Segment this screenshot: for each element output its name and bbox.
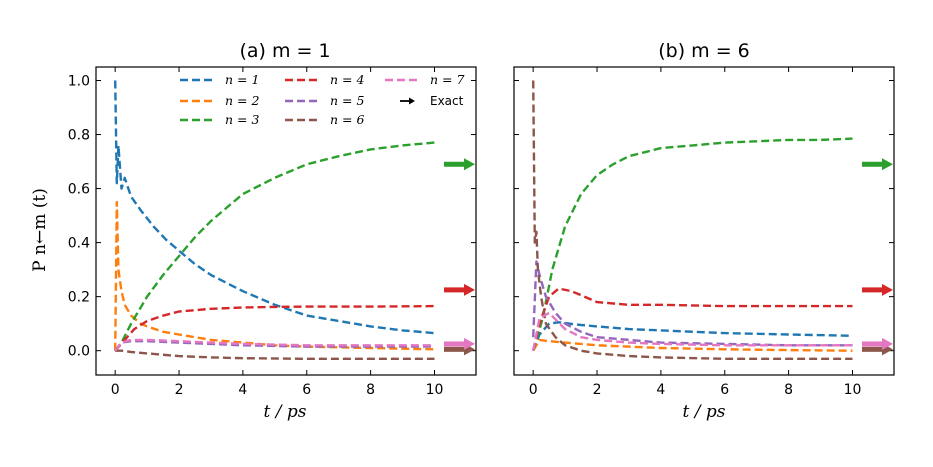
panel-b: 0 2 4 6 8 10 bbox=[513, 66, 895, 398]
exact-arrow-shaft bbox=[444, 287, 464, 293]
legend-swatch-exact-head bbox=[409, 97, 415, 105]
x-tick-label: 0 bbox=[111, 382, 120, 398]
exact-arrow-head bbox=[464, 337, 475, 350]
series-group bbox=[532, 80, 853, 360]
series-line-n5 bbox=[114, 340, 435, 352]
series-line-n4 bbox=[114, 304, 435, 352]
series-line-n1 bbox=[532, 321, 853, 352]
exact-arrow-shaft bbox=[444, 161, 464, 167]
exact-arrow-shaft bbox=[862, 341, 882, 347]
series-line-n1 bbox=[114, 80, 435, 335]
series-line-n2 bbox=[114, 200, 435, 351]
x-tick-label: 8 bbox=[784, 382, 793, 398]
x-tick-label: 4 bbox=[238, 382, 247, 398]
legend-label-n2: n = 2 bbox=[225, 93, 259, 108]
series-line-n3 bbox=[532, 137, 853, 352]
series-line-n3 bbox=[114, 141, 435, 352]
exact-arrow-shaft bbox=[862, 161, 882, 167]
x-axis-label-b: t / ps bbox=[683, 402, 726, 422]
series-line-n4 bbox=[532, 287, 853, 351]
exact-arrow-head bbox=[464, 158, 475, 171]
series-line-n6 bbox=[115, 349, 435, 360]
x-tick-label: 10 bbox=[844, 382, 862, 398]
plot-frame bbox=[513, 66, 895, 376]
exact-arrow-head bbox=[882, 158, 893, 171]
exact-arrow-head bbox=[464, 283, 475, 296]
x-tick-label: 8 bbox=[366, 382, 375, 398]
x-tick-label: 6 bbox=[720, 382, 729, 398]
y-tick-label: 0.4 bbox=[68, 236, 90, 252]
legend-label-n6: n = 6 bbox=[330, 112, 364, 127]
exact-arrow-head bbox=[882, 283, 893, 296]
exact-arrow-shaft bbox=[444, 341, 464, 347]
legend-label-n4: n = 4 bbox=[330, 72, 364, 87]
series-line-n7 bbox=[114, 338, 435, 352]
legend-label-exact: Exact bbox=[430, 94, 464, 108]
series-line-n2 bbox=[532, 338, 853, 352]
panel-b-title: (b) m = 6 bbox=[658, 40, 750, 62]
x-tick-label: 4 bbox=[656, 382, 665, 398]
legend-label-n7: n = 7 bbox=[430, 72, 464, 87]
exact-arrow-shaft bbox=[862, 287, 882, 293]
series-line-n6 bbox=[532, 80, 853, 360]
series-line-n7 bbox=[532, 311, 853, 351]
panel-a: 0 2 4 6 8 10 0.0 0.2 0.4 0.6 0.8 1.0 bbox=[68, 66, 477, 398]
y-tick-label: 1.0 bbox=[68, 74, 90, 90]
plot-frame bbox=[95, 66, 477, 376]
x-tick-label: 2 bbox=[175, 382, 184, 398]
legend: n = 1 n = 2 n = 3 n = 4 n = 5 n = 6 n = … bbox=[180, 72, 464, 127]
x-axis-label-a: t / ps bbox=[264, 402, 307, 422]
legend-label-n1: n = 1 bbox=[225, 72, 259, 87]
exact-arrow-shaft bbox=[444, 346, 464, 352]
x-tick-label: 6 bbox=[302, 382, 311, 398]
x-tick-label: 10 bbox=[426, 382, 444, 398]
series-line-n5 bbox=[532, 260, 853, 347]
x-tick-label: 0 bbox=[529, 382, 538, 398]
exact-arrow-shaft bbox=[862, 346, 882, 352]
y-tick-label: 0.0 bbox=[68, 344, 90, 360]
series-group bbox=[114, 80, 435, 360]
x-tick-label: 2 bbox=[593, 382, 602, 398]
y-tick-label: 0.2 bbox=[68, 290, 90, 306]
y-tick-label: 0.6 bbox=[68, 182, 90, 198]
exact-arrow-head bbox=[882, 337, 893, 350]
panel-a-title: (a) m = 1 bbox=[239, 40, 330, 62]
y-axis-label: P n←m (t) bbox=[30, 188, 50, 272]
legend-label-n5: n = 5 bbox=[330, 93, 364, 108]
y-tick-label: 0.8 bbox=[68, 128, 90, 144]
legend-label-n3: n = 3 bbox=[225, 112, 259, 127]
